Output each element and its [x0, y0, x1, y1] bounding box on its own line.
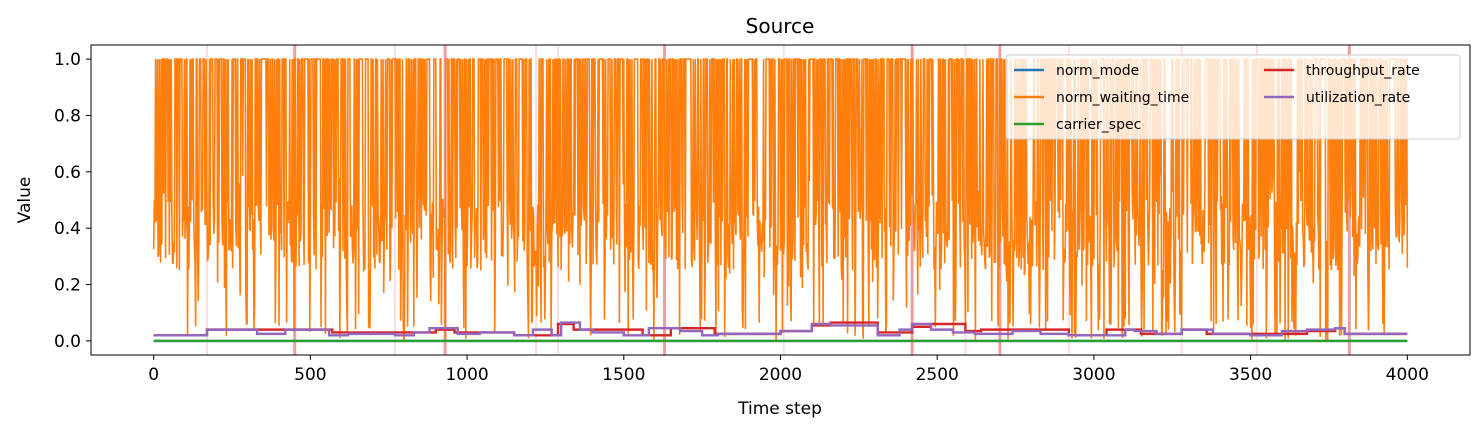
y-axis-label: Value [15, 177, 35, 224]
y-tick-label: 0.0 [54, 332, 81, 352]
x-tick-label: 3000 [1072, 365, 1115, 385]
x-tick-label: 2500 [916, 365, 959, 385]
chart-title: Source [746, 14, 815, 38]
legend: norm_mode norm_waiting_time carrier_spec th… [1005, 54, 1461, 140]
x-tick-label: 3500 [1229, 365, 1272, 385]
x-tick-label: 1500 [602, 365, 645, 385]
legend-label-carrier-spec: carrier_spec [1056, 117, 1141, 133]
legend-label-norm-waiting-time: norm_waiting_time [1056, 90, 1189, 106]
x-axis-label: Time step [737, 399, 822, 419]
y-axis: 0.0 0.2 0.4 0.6 0.8 1.0 [54, 50, 91, 352]
x-tick-label: 500 [294, 365, 326, 385]
legend-label-throughput-rate: throughput_rate [1306, 63, 1420, 79]
series-line-norm-waiting-time [152, 58, 1409, 342]
x-tick-label: 4000 [1386, 365, 1429, 385]
legend-label-utilization-rate: utilization_rate [1306, 90, 1410, 106]
x-tick-label: 2000 [759, 365, 802, 385]
y-tick-label: 0.6 [54, 163, 81, 183]
series-line-utilization-rate [153, 321, 1408, 337]
y-tick-label: 1.0 [54, 50, 81, 70]
legend-label-norm-mode: norm_mode [1056, 63, 1139, 79]
x-axis: 0 500 1000 1500 2000 2500 3000 3500 4000 [148, 355, 1429, 385]
y-tick-label: 0.2 [54, 276, 81, 296]
series-layer [152, 58, 1409, 343]
y-tick-label: 0.4 [54, 219, 81, 239]
legend-box [1005, 54, 1461, 140]
x-tick-label: 0 [148, 365, 159, 385]
y-tick-label: 0.8 [54, 106, 81, 126]
x-tick-label: 1000 [445, 365, 488, 385]
